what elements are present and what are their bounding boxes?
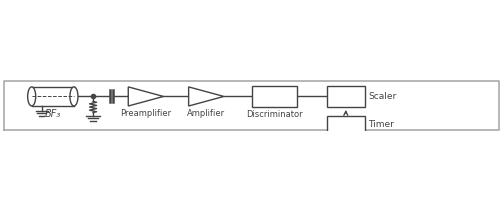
Bar [327, 116, 365, 132]
Text: Preamplifier: Preamplifier [120, 109, 172, 118]
Text: BF₃: BF₃ [45, 108, 61, 119]
Text: Scaler: Scaler [368, 92, 396, 101]
Ellipse shape [70, 87, 78, 106]
Polygon shape [189, 87, 224, 106]
Text: Amplifier: Amplifier [187, 109, 225, 118]
Text: Discriminator: Discriminator [246, 110, 302, 119]
Bar [327, 86, 365, 107]
Bar [252, 86, 297, 107]
Polygon shape [128, 87, 163, 106]
Text: Timer: Timer [368, 120, 394, 129]
Ellipse shape [28, 87, 36, 106]
